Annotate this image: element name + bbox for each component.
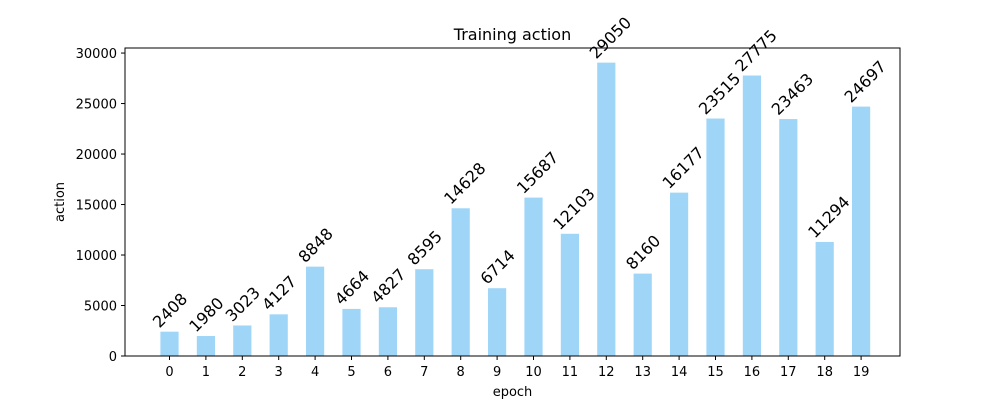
y-ticks-group: 0 5000 10000 15000 20000 25000 30000 xyxy=(76,47,125,365)
bar-epoch-2 xyxy=(233,325,252,356)
bar-epoch-0 xyxy=(160,331,179,356)
bar-epoch-1 xyxy=(196,336,215,356)
x-axis-label: epoch xyxy=(493,385,533,400)
y-tick-label: 15000 xyxy=(76,199,117,214)
x-tick-label: 4 xyxy=(311,365,319,380)
bar-value-label: 29050 xyxy=(586,13,635,62)
bar-epoch-6 xyxy=(378,307,397,356)
y-axis-label: action xyxy=(53,182,68,222)
y-tick-label: 30000 xyxy=(76,47,117,62)
bar-value-label: 23463 xyxy=(768,69,817,118)
x-tick-label: 10 xyxy=(525,365,542,380)
bar-epoch-13 xyxy=(633,273,652,356)
plot-frame xyxy=(124,47,901,357)
bar-value-label: 27775 xyxy=(731,26,780,75)
bar-epoch-19 xyxy=(852,106,871,356)
x-tick-label: 12 xyxy=(598,365,615,380)
bar-value-label: 6714 xyxy=(476,246,518,288)
bar-value-label: 14628 xyxy=(440,159,489,208)
x-tick-label: 3 xyxy=(275,365,283,380)
bar-value-label: 4127 xyxy=(258,272,300,314)
bar-epoch-10 xyxy=(524,197,543,356)
bar-epoch-11 xyxy=(560,233,579,356)
x-tick-label: 19 xyxy=(853,365,870,380)
y-tick-label: 10000 xyxy=(76,249,117,264)
bar-epoch-8 xyxy=(451,208,470,356)
x-tick-label: 15 xyxy=(707,365,724,380)
bar-value-label: 15687 xyxy=(513,148,562,197)
bar-value-label: 16177 xyxy=(658,143,707,192)
x-tick-label: 9 xyxy=(493,365,501,380)
bar-value-label: 23515 xyxy=(695,69,744,118)
x-tick-label: 14 xyxy=(671,365,688,380)
x-tick-label: 1 xyxy=(202,365,210,380)
x-tick-label: 18 xyxy=(816,365,833,380)
bar-value-label: 4664 xyxy=(331,267,373,309)
bar-value-label: 1980 xyxy=(185,294,227,336)
x-tick-label: 8 xyxy=(457,365,465,380)
bar-epoch-7 xyxy=(415,269,434,356)
bar-value-label: 8848 xyxy=(294,224,336,266)
bar-epoch-9 xyxy=(488,288,507,356)
x-tick-label: 2 xyxy=(238,365,246,380)
x-tick-label: 0 xyxy=(165,365,173,380)
bar-value-label: 3023 xyxy=(222,283,264,325)
bar-epoch-17 xyxy=(779,119,798,356)
y-tick-label: 0 xyxy=(109,350,117,365)
y-tick-label: 25000 xyxy=(76,98,117,113)
bar-epoch-14 xyxy=(670,192,689,356)
bar-value-label: 4827 xyxy=(367,265,409,307)
bar-epoch-15 xyxy=(706,118,725,356)
x-tick-label: 11 xyxy=(562,365,579,380)
x-tick-label: 16 xyxy=(744,365,761,380)
bar-value-label: 2408 xyxy=(149,289,191,331)
bar-value-label: 12103 xyxy=(549,184,598,233)
x-tick-label: 17 xyxy=(780,365,797,380)
bar-epoch-3 xyxy=(269,314,288,356)
x-tick-label: 13 xyxy=(634,365,651,380)
bar-value-label: 24697 xyxy=(840,57,889,106)
bars-group xyxy=(160,62,871,357)
bar-value-label: 8160 xyxy=(622,231,664,273)
bar-epoch-12 xyxy=(597,62,616,356)
bar-epoch-18 xyxy=(815,241,834,356)
bar-epoch-5 xyxy=(342,308,361,356)
y-tick-label: 20000 xyxy=(76,148,117,163)
x-tick-label: 5 xyxy=(347,365,355,380)
chart-title: Training action xyxy=(453,25,571,44)
bar-value-label: 8595 xyxy=(404,227,446,269)
bar-value-label: 11294 xyxy=(804,192,853,241)
x-ticks-group: 0 1 2 3 4 5 6 7 8 9 10 11 12 13 14 15 16 17 18 19 xyxy=(165,356,869,380)
bar-epoch-4 xyxy=(306,266,325,356)
x-tick-label: 7 xyxy=(420,365,428,380)
bar-epoch-16 xyxy=(742,75,761,357)
x-tick-label: 6 xyxy=(384,365,392,380)
y-tick-label: 5000 xyxy=(84,300,117,315)
